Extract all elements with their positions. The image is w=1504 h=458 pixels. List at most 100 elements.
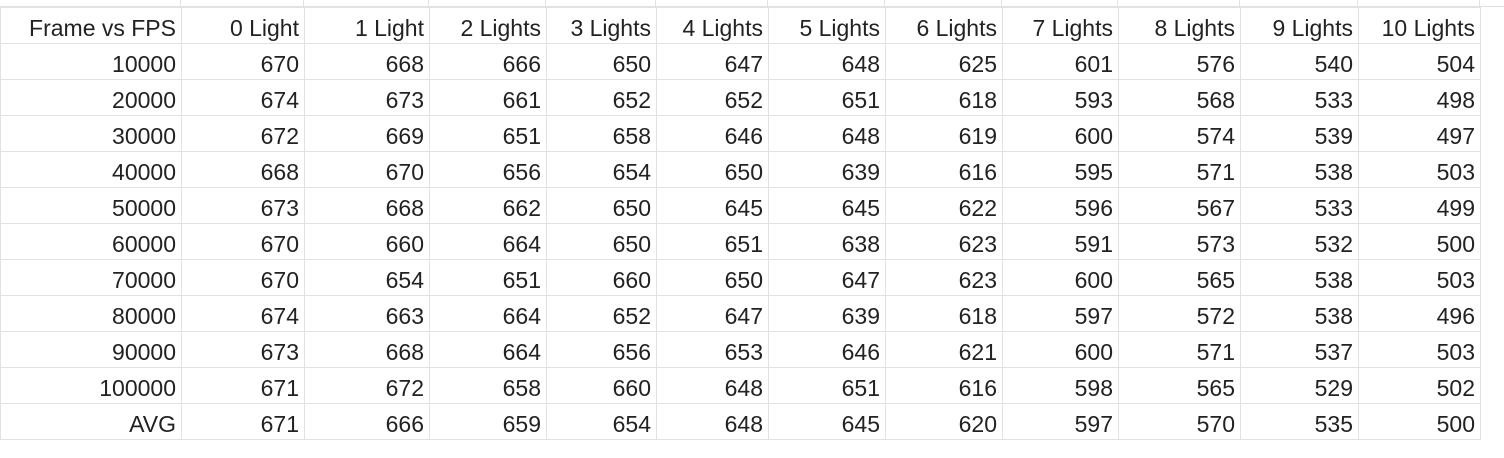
- value-cell[interactable]: 537: [1240, 331, 1359, 368]
- value-cell[interactable]: 574: [1118, 115, 1241, 152]
- value-cell[interactable]: 570: [1118, 403, 1241, 440]
- value-cell[interactable]: 651: [429, 115, 547, 152]
- value-cell[interactable]: 673: [181, 331, 305, 368]
- value-cell[interactable]: 600: [1002, 259, 1119, 296]
- header-cell[interactable]: 2 Lights: [429, 7, 547, 44]
- value-cell[interactable]: 666: [429, 43, 547, 80]
- value-cell[interactable]: 658: [429, 367, 547, 404]
- value-cell[interactable]: 499: [1358, 187, 1481, 224]
- value-cell[interactable]: 496: [1358, 295, 1481, 332]
- value-cell[interactable]: 647: [768, 259, 886, 296]
- value-cell[interactable]: 651: [656, 223, 769, 260]
- value-cell[interactable]: 645: [768, 403, 886, 440]
- value-cell[interactable]: 650: [656, 259, 769, 296]
- value-cell[interactable]: 498: [1358, 79, 1481, 116]
- value-cell[interactable]: 571: [1118, 151, 1241, 188]
- header-cell[interactable]: 6 Lights: [885, 7, 1003, 44]
- value-cell[interactable]: 597: [1002, 295, 1119, 332]
- row-label-cell[interactable]: 90000: [0, 331, 182, 368]
- value-cell[interactable]: 670: [181, 223, 305, 260]
- value-cell[interactable]: 533: [1240, 187, 1359, 224]
- value-cell[interactable]: 646: [656, 115, 769, 152]
- value-cell[interactable]: 654: [546, 151, 657, 188]
- value-cell[interactable]: 673: [304, 79, 430, 116]
- value-cell[interactable]: 654: [546, 403, 657, 440]
- value-cell[interactable]: 625: [885, 43, 1003, 80]
- value-cell[interactable]: 650: [546, 43, 657, 80]
- value-cell[interactable]: 503: [1358, 259, 1481, 296]
- value-cell[interactable]: 638: [768, 223, 886, 260]
- value-cell[interactable]: 648: [768, 115, 886, 152]
- value-cell[interactable]: 616: [885, 151, 1003, 188]
- row-label-cell[interactable]: 50000: [0, 187, 182, 224]
- value-cell[interactable]: 666: [304, 403, 430, 440]
- value-cell[interactable]: 650: [546, 223, 657, 260]
- header-cell[interactable]: 1 Light: [304, 7, 430, 44]
- value-cell[interactable]: 540: [1240, 43, 1359, 80]
- value-cell[interactable]: 648: [768, 43, 886, 80]
- value-cell[interactable]: 538: [1240, 295, 1359, 332]
- value-cell[interactable]: 659: [429, 403, 547, 440]
- value-cell[interactable]: 538: [1240, 259, 1359, 296]
- value-cell[interactable]: 645: [656, 187, 769, 224]
- row-label-cell[interactable]: 20000: [0, 79, 182, 116]
- value-cell[interactable]: 535: [1240, 403, 1359, 440]
- value-cell[interactable]: 668: [304, 331, 430, 368]
- value-cell[interactable]: 674: [181, 295, 305, 332]
- value-cell[interactable]: 661: [429, 79, 547, 116]
- value-cell[interactable]: 596: [1002, 187, 1119, 224]
- value-cell[interactable]: 672: [304, 367, 430, 404]
- value-cell[interactable]: 663: [304, 295, 430, 332]
- header-cell[interactable]: 8 Lights: [1118, 7, 1241, 44]
- value-cell[interactable]: 538: [1240, 151, 1359, 188]
- row-label-cell[interactable]: 10000: [0, 43, 182, 80]
- value-cell[interactable]: 652: [546, 79, 657, 116]
- value-cell[interactable]: 565: [1118, 259, 1241, 296]
- value-cell[interactable]: 621: [885, 331, 1003, 368]
- value-cell[interactable]: 660: [546, 259, 657, 296]
- row-label-cell[interactable]: 30000: [0, 115, 182, 152]
- value-cell[interactable]: 653: [656, 331, 769, 368]
- value-cell[interactable]: 652: [656, 79, 769, 116]
- value-cell[interactable]: 674: [181, 79, 305, 116]
- header-cell[interactable]: 5 Lights: [768, 7, 886, 44]
- value-cell[interactable]: 565: [1118, 367, 1241, 404]
- row-label-cell[interactable]: 70000: [0, 259, 182, 296]
- value-cell[interactable]: 573: [1118, 223, 1241, 260]
- value-cell[interactable]: 591: [1002, 223, 1119, 260]
- header-cell[interactable]: 7 Lights: [1002, 7, 1119, 44]
- header-cell[interactable]: 10 Lights: [1358, 7, 1481, 44]
- value-cell[interactable]: 576: [1118, 43, 1241, 80]
- value-cell[interactable]: 645: [768, 187, 886, 224]
- row-label-cell[interactable]: 40000: [0, 151, 182, 188]
- row-label-cell[interactable]: 100000: [0, 367, 182, 404]
- value-cell[interactable]: 639: [768, 295, 886, 332]
- value-cell[interactable]: 650: [546, 187, 657, 224]
- value-cell[interactable]: 671: [181, 403, 305, 440]
- value-cell[interactable]: 620: [885, 403, 1003, 440]
- value-cell[interactable]: 668: [304, 187, 430, 224]
- value-cell[interactable]: 652: [546, 295, 657, 332]
- value-cell[interactable]: 616: [885, 367, 1003, 404]
- value-cell[interactable]: 656: [429, 151, 547, 188]
- value-cell[interactable]: 672: [181, 115, 305, 152]
- value-cell[interactable]: 623: [885, 223, 1003, 260]
- value-cell[interactable]: 533: [1240, 79, 1359, 116]
- value-cell[interactable]: 651: [768, 367, 886, 404]
- row-label-cell[interactable]: 80000: [0, 295, 182, 332]
- value-cell[interactable]: 597: [1002, 403, 1119, 440]
- value-cell[interactable]: 656: [546, 331, 657, 368]
- header-cell-corner[interactable]: Frame vs FPS: [0, 7, 182, 44]
- value-cell[interactable]: 647: [656, 295, 769, 332]
- value-cell[interactable]: 670: [181, 259, 305, 296]
- value-cell[interactable]: 648: [656, 367, 769, 404]
- value-cell[interactable]: 539: [1240, 115, 1359, 152]
- value-cell[interactable]: 671: [181, 367, 305, 404]
- header-cell[interactable]: 9 Lights: [1240, 7, 1359, 44]
- row-label-cell[interactable]: 60000: [0, 223, 182, 260]
- value-cell[interactable]: 668: [304, 43, 430, 80]
- value-cell[interactable]: 618: [885, 79, 1003, 116]
- value-cell[interactable]: 664: [429, 223, 547, 260]
- value-cell[interactable]: 654: [304, 259, 430, 296]
- value-cell[interactable]: 658: [546, 115, 657, 152]
